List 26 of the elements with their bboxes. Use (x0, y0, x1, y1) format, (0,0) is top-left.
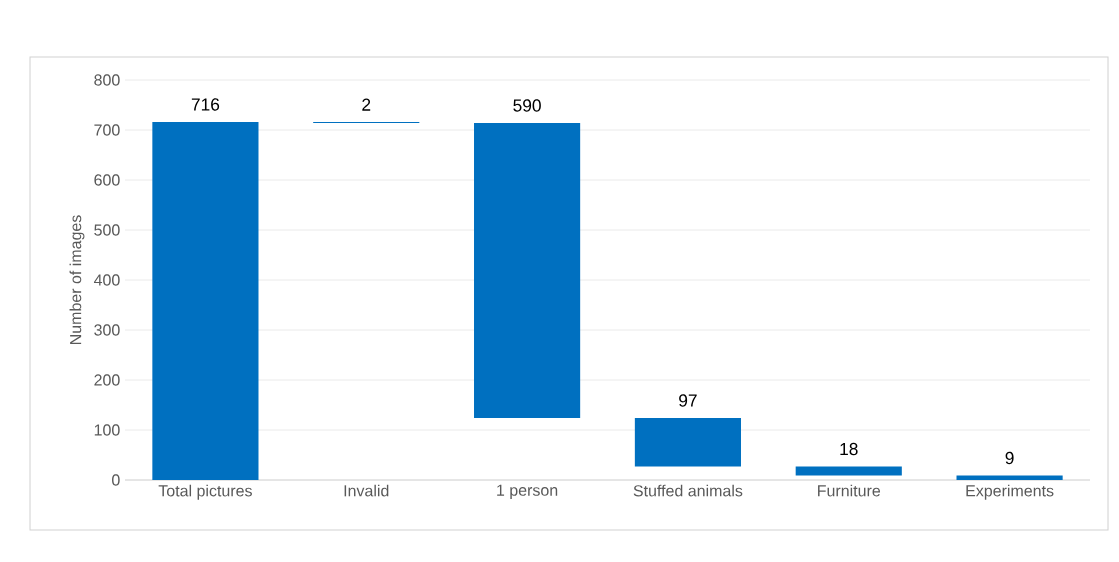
x-tick-label: Furniture (818, 484, 881, 497)
x-tick-label: 1 person (497, 484, 558, 500)
x-tick-label: Total pictures (158, 484, 252, 500)
y-tick-label: 300 (94, 324, 120, 336)
bar (474, 123, 581, 419)
data-label: 18 (840, 442, 858, 456)
y-tick-label: 400 (93, 274, 120, 286)
data-label: 97 (679, 394, 697, 407)
data-label: 590 (513, 99, 541, 112)
x-tick-label: Stuffed animals (633, 484, 743, 497)
y-tick-label: 200 (94, 374, 120, 386)
y-tick-label: 0 (112, 474, 120, 486)
data-label: 716 (191, 98, 220, 111)
bar (795, 466, 902, 476)
bar (152, 122, 259, 481)
bar (634, 418, 741, 467)
y-tick-label: 600 (94, 174, 120, 186)
x-tick-label: Experiments (966, 484, 1054, 500)
y-tick-label: 800 (94, 74, 120, 86)
y-tick-label: 100 (94, 424, 120, 436)
x-tick-label: Invalid (344, 484, 389, 497)
data-label: 9 (1005, 451, 1014, 465)
y-tick-label: 500 (94, 224, 120, 236)
data-label: 2 (362, 98, 371, 111)
y-tick-label: 700 (94, 124, 120, 136)
y-axis-title: Number of images (69, 215, 85, 345)
